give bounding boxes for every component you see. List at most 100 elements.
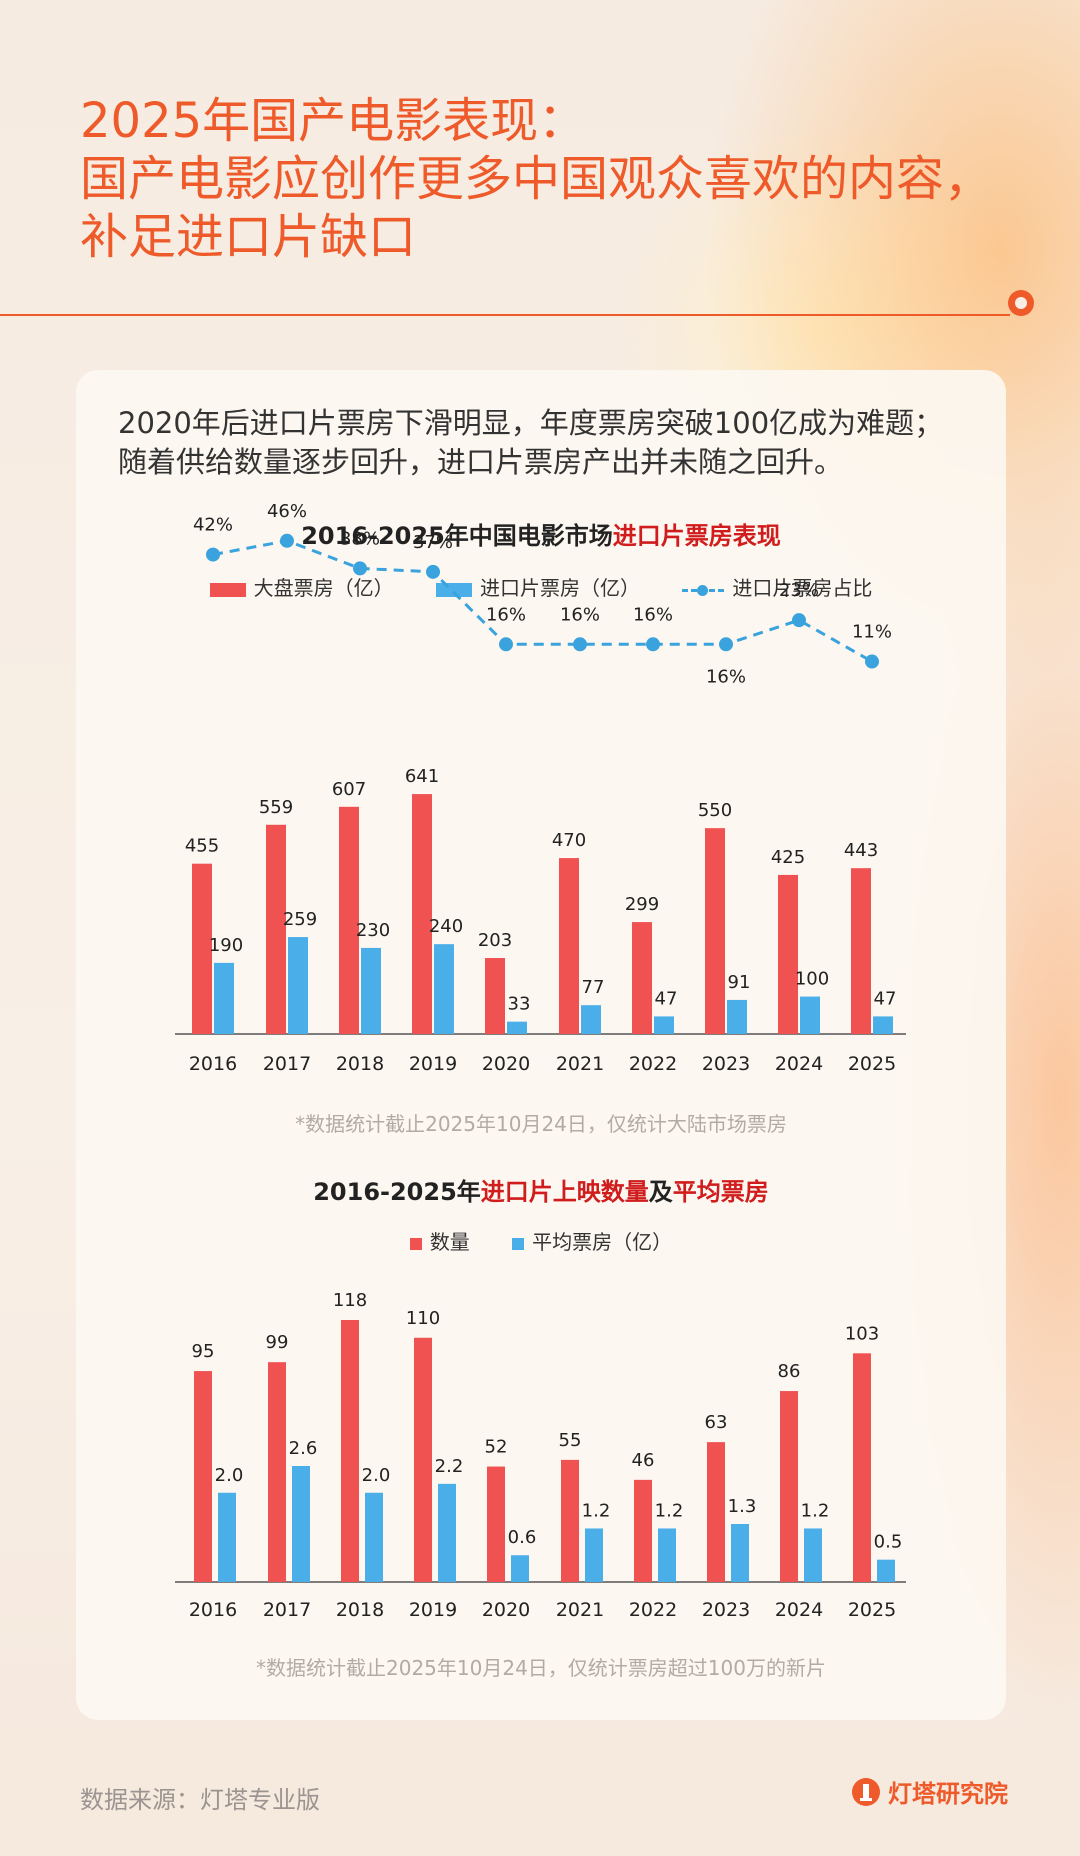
chart1-share-point-2019 (426, 564, 440, 579)
title-line-2: 国产电影应创作更多中国观众喜欢的内容， (80, 151, 993, 207)
chart1-share-label-2022: 16% (633, 604, 673, 625)
chart2-label-avg-2025: 0.5 (874, 1532, 903, 1553)
chart1-share-label-2019: 37% (413, 532, 453, 553)
chart1-xtick-2019: 2019 (409, 1053, 457, 1075)
chart1-share-point-2017 (280, 533, 294, 548)
chart1-label-total-2021: 470 (552, 830, 586, 851)
chart2-bar-count-2016 (194, 1371, 212, 1582)
chart1-share-label-2024: 23% (779, 580, 819, 601)
chart1-bar-total-2021 (559, 858, 579, 1034)
chart2-bar-count-2017 (268, 1362, 286, 1582)
chart1-label-import-2024: 100 (795, 969, 829, 990)
chart2-bar-avg-2019 (438, 1483, 456, 1582)
chart2-xtick-2022: 2022 (629, 1599, 677, 1621)
chart1-label-total-2023: 550 (698, 800, 732, 821)
legend-item-import-share: 进口片票房占比 (682, 572, 872, 601)
chart1-bar-import-2019 (434, 944, 454, 1034)
chart2-bar-avg-2023 (731, 1524, 749, 1582)
chart1-bar-import-2022 (654, 1016, 674, 1034)
chart1-bar-import-2024 (800, 996, 820, 1034)
chart1-xtick-2016: 2016 (189, 1053, 237, 1075)
chart2-bar-avg-2024 (804, 1528, 822, 1582)
chart2-label-count-2019: 110 (406, 1308, 440, 1329)
chart2-bar-avg-2022 (658, 1528, 676, 1582)
chart2-label-avg-2023: 1.3 (728, 1496, 757, 1517)
chart2-label-count-2025: 103 (845, 1323, 879, 1344)
chart2-label-avg-2017: 2.6 (289, 1438, 318, 1459)
chart1-legend: 大盘票房（亿） 进口片票房（亿） 进口片票房占比 (76, 572, 1006, 601)
intro-line-1: 2020年后进口片票房下滑明显，年度票房突破100亿成为难题； (118, 406, 944, 440)
chart2-label-avg-2020: 0.6 (508, 1527, 537, 1548)
chart1-bar-total-2019 (412, 794, 432, 1034)
chart1-label-total-2016: 455 (185, 836, 219, 857)
chart1-bar-import-2023 (727, 999, 747, 1034)
chart2-label-avg-2018: 2.0 (362, 1465, 391, 1486)
chart1-label-import-2022: 47 (655, 988, 678, 1009)
brand-logo: 灯塔研究院 (850, 1774, 1008, 1814)
chart1-note: *数据统计截止2025年10月24日，仅统计大陆市场票房 (295, 1112, 787, 1136)
title-line-1: 2025年国产电影表现： (80, 93, 587, 149)
chart1-label-import-2025: 47 (874, 988, 897, 1009)
chart2-bar-avg-2025 (877, 1559, 895, 1582)
chart2-xtick-2020: 2020 (482, 1599, 530, 1621)
chart2-bar-avg-2020 (511, 1555, 529, 1582)
chart1-share-point-2020 (499, 637, 513, 652)
chart2-title: 2016-2025年进口片上映数量及平均票房 (313, 1178, 769, 1206)
chart2-xtick-2019: 2019 (409, 1599, 457, 1621)
chart1-label-import-2023: 91 (728, 972, 751, 993)
chart1-label-import-2017: 259 (283, 909, 317, 930)
chart2-plot: 95 2.0 2016 99 2.6 2017 118 2.0 2018 110 2.2 2019 52… (175, 1290, 906, 1621)
chart2-bar-avg-2017 (292, 1466, 310, 1582)
intro-line-2: 随着供给数量逐步回升，进口片票房产出并未随之回升。 (118, 445, 844, 479)
chart1-share-point-2021 (573, 637, 587, 652)
chart1-share-point-2023 (719, 637, 733, 652)
chart2-label-avg-2022: 1.2 (655, 1500, 684, 1521)
chart2-label-count-2023: 63 (705, 1412, 728, 1433)
chart2-label-count-2022: 46 (632, 1450, 655, 1471)
chart1-share-point-2016 (206, 547, 220, 562)
chart1-share-label-2020: 16% (486, 604, 526, 625)
chart1-xtick-2025: 2025 (848, 1053, 896, 1075)
chart2-xtick-2024: 2024 (775, 1599, 823, 1621)
chart1-bar-total-2017 (266, 824, 286, 1034)
chart1-xtick-2020: 2020 (482, 1053, 530, 1075)
chart1-xtick-2023: 2023 (702, 1053, 750, 1075)
chart2-bar-count-2018 (341, 1320, 359, 1582)
chart2-label-avg-2019: 2.2 (435, 1456, 464, 1477)
chart1-bar-total-2024 (778, 874, 798, 1034)
chart1-bar-total-2025 (851, 868, 871, 1034)
chart1-bar-import-2018 (361, 947, 381, 1034)
legend-item-count: 数量 (409, 1226, 470, 1255)
chart2-label-avg-2016: 2.0 (215, 1465, 244, 1486)
chart2-xtick-2016: 2016 (189, 1599, 237, 1621)
chart2-bar-count-2022 (634, 1479, 652, 1582)
chart1-share-point-2025 (865, 654, 879, 669)
legend-item-import-box-office: 进口片票房（亿） (436, 572, 640, 601)
chart1-xtick-2017: 2017 (263, 1053, 311, 1075)
chart2-label-count-2020: 52 (485, 1437, 508, 1458)
chart2-bar-avg-2021 (585, 1528, 603, 1582)
chart2-label-count-2018: 118 (333, 1290, 367, 1311)
chart2-xtick-2018: 2018 (336, 1599, 384, 1621)
chart2-label-count-2016: 95 (192, 1341, 215, 1362)
title-divider (0, 314, 1010, 316)
chart1-bar-total-2018 (339, 806, 359, 1034)
chart1-label-total-2025: 443 (844, 840, 878, 861)
chart2-label-count-2017: 99 (266, 1332, 289, 1353)
divider-ornament-icon (1008, 290, 1034, 316)
chart1-plot: 455 190 2016 559 259 2017 607 230 2018 641 240 2019… (175, 501, 906, 1075)
chart2-bar-count-2024 (780, 1391, 798, 1582)
chart1-label-total-2022: 299 (625, 894, 659, 915)
page-title: 2025年国产电影表现： 国产电影应创作更多中国观众喜欢的内容， 补足进口片缺口 (80, 92, 992, 266)
chart2-label-avg-2024: 1.2 (801, 1500, 830, 1521)
legend-item-avg-box-office: 平均票房（亿） (512, 1226, 672, 1255)
chart1-bar-total-2022 (632, 922, 652, 1034)
chart2-bar-count-2025 (853, 1353, 871, 1582)
chart1-bar-total-2020 (485, 958, 505, 1034)
chart1-bar-import-2020 (507, 1021, 527, 1034)
chart2-xtick-2025: 2025 (848, 1599, 896, 1621)
chart2-legend: 数量 平均票房（亿） (76, 1226, 1006, 1255)
chart1-share-label-2025: 11% (852, 622, 892, 643)
chart1-xtick-2018: 2018 (336, 1053, 384, 1075)
chart1-xtick-2024: 2024 (775, 1053, 823, 1075)
